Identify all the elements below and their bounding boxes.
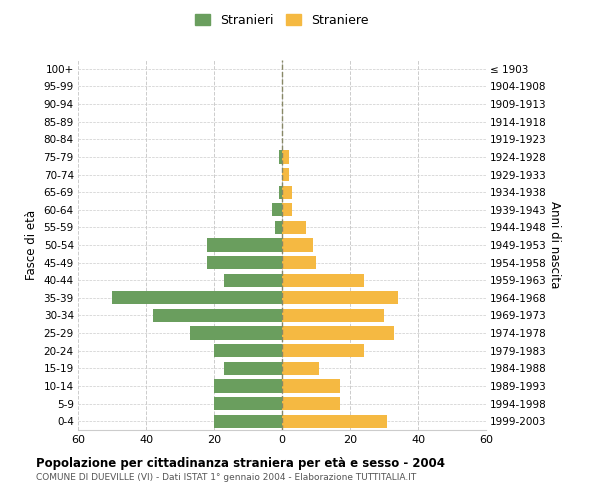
Bar bbox=[282, 414, 388, 428]
Bar bbox=[282, 344, 364, 358]
Bar bbox=[207, 256, 282, 269]
Y-axis label: Anni di nascita: Anni di nascita bbox=[548, 202, 561, 288]
Bar bbox=[272, 203, 282, 216]
Bar bbox=[282, 274, 364, 287]
Bar bbox=[282, 186, 292, 198]
Bar bbox=[224, 274, 282, 287]
Legend: Stranieri, Straniere: Stranieri, Straniere bbox=[190, 8, 374, 32]
Bar bbox=[153, 309, 282, 322]
Text: Popolazione per cittadinanza straniera per età e sesso - 2004: Popolazione per cittadinanza straniera p… bbox=[36, 458, 445, 470]
Bar bbox=[282, 238, 313, 252]
Bar bbox=[214, 344, 282, 358]
Bar bbox=[282, 326, 394, 340]
Bar bbox=[190, 326, 282, 340]
Bar bbox=[275, 221, 282, 234]
Bar bbox=[282, 397, 340, 410]
Bar bbox=[282, 256, 316, 269]
Bar bbox=[282, 203, 292, 216]
Bar bbox=[282, 150, 289, 164]
Bar bbox=[214, 380, 282, 392]
Text: COMUNE DI DUEVILLE (VI) - Dati ISTAT 1° gennaio 2004 - Elaborazione TUTTITALIA.I: COMUNE DI DUEVILLE (VI) - Dati ISTAT 1° … bbox=[36, 472, 416, 482]
Bar bbox=[282, 309, 384, 322]
Bar bbox=[207, 238, 282, 252]
Bar bbox=[278, 186, 282, 198]
Bar bbox=[112, 291, 282, 304]
Bar bbox=[278, 150, 282, 164]
Bar bbox=[282, 168, 289, 181]
Bar bbox=[282, 221, 306, 234]
Bar bbox=[282, 380, 340, 392]
Bar bbox=[214, 414, 282, 428]
Y-axis label: Fasce di età: Fasce di età bbox=[25, 210, 38, 280]
Bar bbox=[214, 397, 282, 410]
Bar bbox=[282, 291, 398, 304]
Bar bbox=[224, 362, 282, 375]
Bar bbox=[282, 362, 319, 375]
